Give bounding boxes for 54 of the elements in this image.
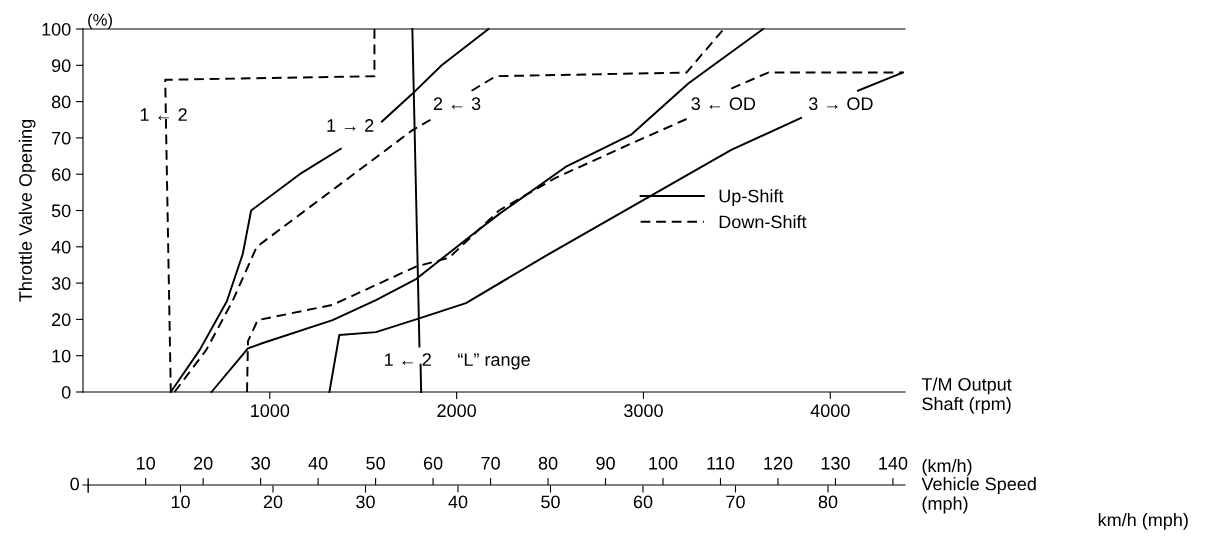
x2-tick-label: 30 xyxy=(251,456,270,470)
text: 0 xyxy=(70,477,80,491)
text: 10 xyxy=(171,495,190,509)
x2-tick-label: 60 xyxy=(423,456,443,470)
x2-tick-label: 20 xyxy=(194,456,213,470)
annotation: 3 ← OD xyxy=(691,97,756,111)
y-tick-label: 80 xyxy=(51,95,71,109)
y-axis-title: Throttle Valve Opening xyxy=(18,119,36,302)
annotation: 1 ← 2 xyxy=(140,108,187,121)
x2-tick-label: 70 xyxy=(481,456,500,470)
text: 30 xyxy=(356,495,375,509)
x2-tick-label: 120 xyxy=(764,456,793,470)
text: 80 xyxy=(818,495,838,509)
x2-tick-label: 110 xyxy=(707,456,735,470)
x-tick-label: 1000 xyxy=(251,404,290,418)
text: km/h (mph) xyxy=(1098,513,1188,530)
text: 50 xyxy=(541,495,560,509)
annotation: 2 ← 3 xyxy=(433,97,481,111)
x-tick-label: 3000 xyxy=(624,404,663,418)
text: 40 xyxy=(448,495,468,509)
annotation: 1 → 2 xyxy=(327,119,374,132)
y-tick-label: 100 xyxy=(42,22,71,36)
x-tick-label: 2000 xyxy=(437,404,477,418)
legend-label: Up-Shift xyxy=(719,189,784,206)
y-tick-label: 90 xyxy=(51,59,71,73)
text: 60 xyxy=(633,495,653,509)
annotation: 1 ← 2 xyxy=(384,353,431,366)
legend-label: Down-Shift xyxy=(719,215,807,229)
y-tick-label: 0 xyxy=(61,385,71,399)
text: (mph) xyxy=(922,496,968,514)
text: 20 xyxy=(263,495,283,509)
y-tick-label: 70 xyxy=(52,131,71,145)
x2-tick-label: 80 xyxy=(538,456,558,470)
x2-tick-label: 140 xyxy=(879,456,908,470)
y-tick-label: 60 xyxy=(52,168,71,181)
x2-tick-label: 10 xyxy=(136,456,155,470)
x2-tick-label: 100 xyxy=(649,456,678,470)
y-tick-label: 30 xyxy=(51,277,71,290)
text: 70 xyxy=(726,495,745,509)
x2-tick-label: 90 xyxy=(596,456,615,470)
x-tick-label: 4000 xyxy=(810,404,850,418)
y-tick-label: 10 xyxy=(52,349,71,363)
x2-axis-title: (km/h) xyxy=(922,458,972,476)
y-tick-label: 50 xyxy=(51,204,71,218)
x2-tick-label: 50 xyxy=(366,456,385,470)
y-tick-label: 40 xyxy=(51,240,71,254)
x2-tick-label: 130 xyxy=(821,456,850,470)
y-tick-label: 20 xyxy=(52,313,71,327)
annotation: 3 → OD xyxy=(808,97,873,111)
text: (%) xyxy=(88,13,112,29)
x-axis-title: T/M Output Shaft (rpm) xyxy=(921,377,1012,414)
annotation: “L” range xyxy=(458,353,530,370)
x2-tick-label: 40 xyxy=(308,456,328,470)
text: Vehicle Speed xyxy=(921,477,1036,494)
